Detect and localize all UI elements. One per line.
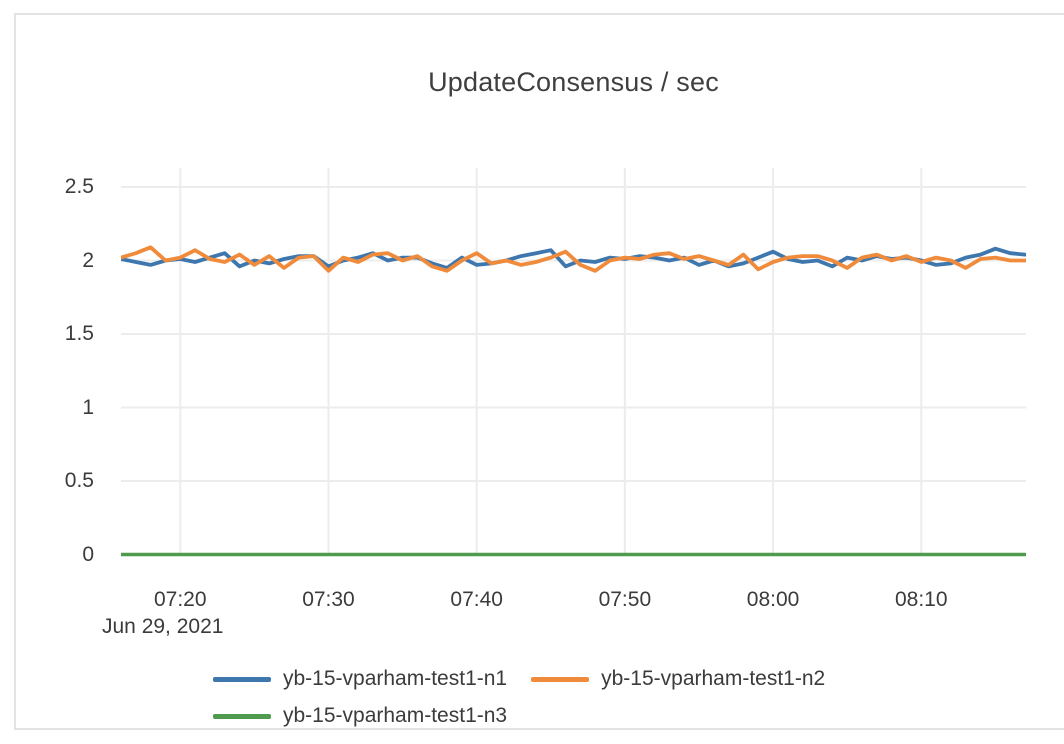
y-tick-label: 1.5 — [64, 322, 94, 345]
x-tick-label: 08:00 — [746, 588, 800, 611]
legend-label: yb-15-vparham-test1-n2 — [601, 667, 826, 690]
legend-swatch-icon — [213, 676, 271, 682]
x-tick-label: 08:10 — [894, 588, 948, 611]
chart-title: UpdateConsensus / sec — [428, 67, 719, 97]
legend-label: yb-15-vparham-test1-n1 — [283, 667, 508, 690]
chart-card: UpdateConsensus / sec 0 0.5 1 1.5 2 2.5 07:20… — [14, 13, 1064, 730]
y-tick-label: 0 — [82, 542, 94, 566]
y-tick-label: 1 — [82, 395, 94, 419]
legend: yb-15-vparham-test1-n1 yb-15-vparham-test… — [213, 665, 958, 730]
legend-swatch-icon — [213, 713, 271, 719]
legend-label: yb-15-vparham-test1-n3 — [283, 704, 508, 727]
legend-item-yb-15-vparham-test1-n3[interactable]: yb-15-vparham-test1-n3 — [213, 702, 507, 730]
legend-swatch-icon — [531, 676, 590, 682]
x-tick-label: 07:50 — [598, 588, 652, 611]
x-axis-date-label: Jun 29, 2021 — [102, 615, 224, 638]
gridlines — [121, 168, 1026, 556]
y-tick-label: 0.5 — [64, 469, 94, 492]
y-tick-label: 2.5 — [64, 175, 94, 198]
y-tick-label: 2 — [82, 248, 94, 272]
plot-area[interactable] — [121, 168, 1026, 560]
x-tick-label: 07:20 — [153, 588, 207, 611]
x-tick-label: 07:40 — [450, 588, 503, 611]
legend-item-yb-15-vparham-test1-n1[interactable]: yb-15-vparham-test1-n1 — [213, 665, 507, 693]
x-tick-label: 07:30 — [302, 588, 355, 611]
legend-item-yb-15-vparham-test1-n2[interactable]: yb-15-vparham-test1-n2 — [531, 665, 825, 693]
series-line-yb-15-vparham-test1-n2[interactable] — [121, 245, 1026, 273]
